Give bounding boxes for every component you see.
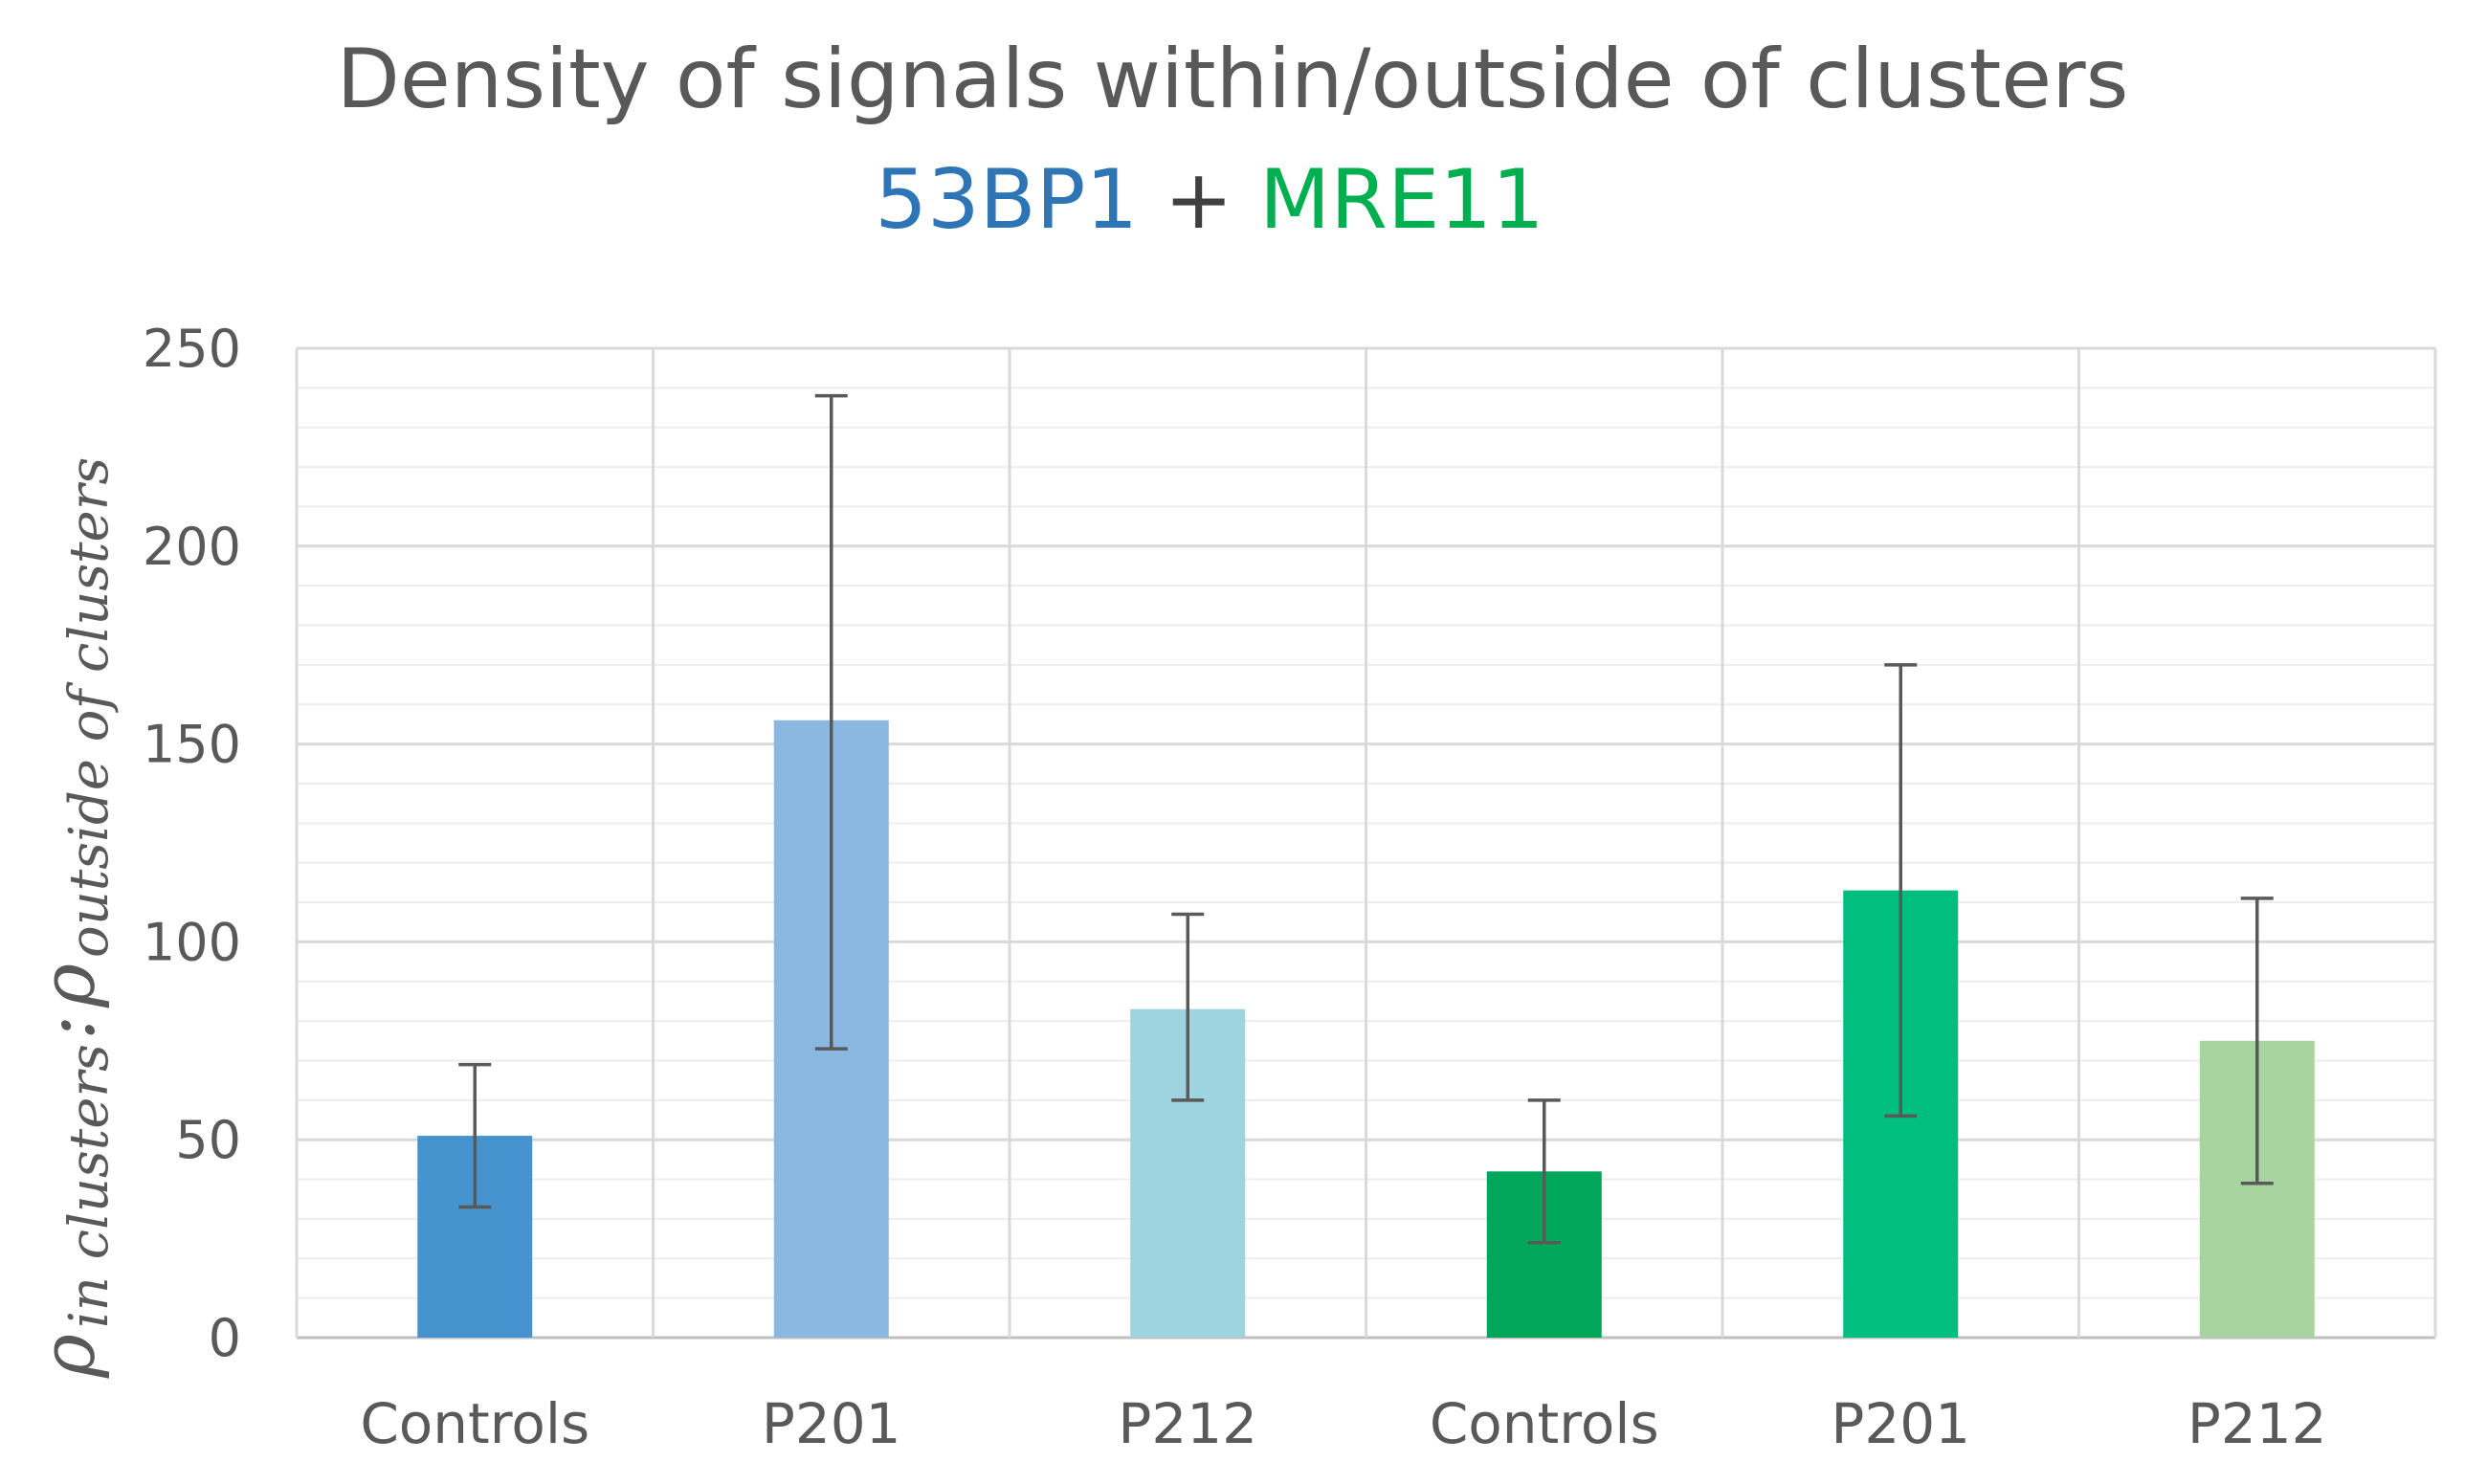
y-tick-label: 100 [143,912,241,972]
x-tick-label: P212 [1118,1391,1257,1456]
chart-title: Density of signals within/outside of clu… [337,32,2129,127]
y-label-rho: ρ [26,1334,112,1379]
x-tick-label: Controls [360,1391,589,1456]
x-tick-label: P201 [1831,1391,1970,1456]
x-tick-label: Controls [1430,1391,1659,1456]
y-tick-label: 200 [143,517,241,577]
y-label-sub-out: outside of clusters [58,457,121,958]
subtitle-plus: + [1138,152,1259,248]
x-tick-label: P212 [2187,1391,2327,1456]
y-label-sub-in: in clusters [58,1044,121,1328]
x-tick-label: P201 [762,1391,901,1456]
subtitle-mre11: MRE11 [1259,152,1544,248]
y-label-colon: : [26,1015,112,1040]
y-tick-label: 150 [143,715,241,775]
y-axis-label: ρ in clusters: ρ outside of clusters [26,457,121,1379]
y-label-rho-2: ρ [26,963,112,1008]
y-tick-label: 50 [175,1110,241,1170]
plot-area: 0 50 100 150 200 250 Controls P201 P212 Controls P… [143,319,2437,1456]
chart-subtitle: 53BP1 + MRE11 [875,152,1543,248]
y-tick-label: 250 [143,319,241,379]
subtitle-53bp1: 53BP1 [875,152,1138,248]
y-tick-label: 0 [209,1308,241,1368]
